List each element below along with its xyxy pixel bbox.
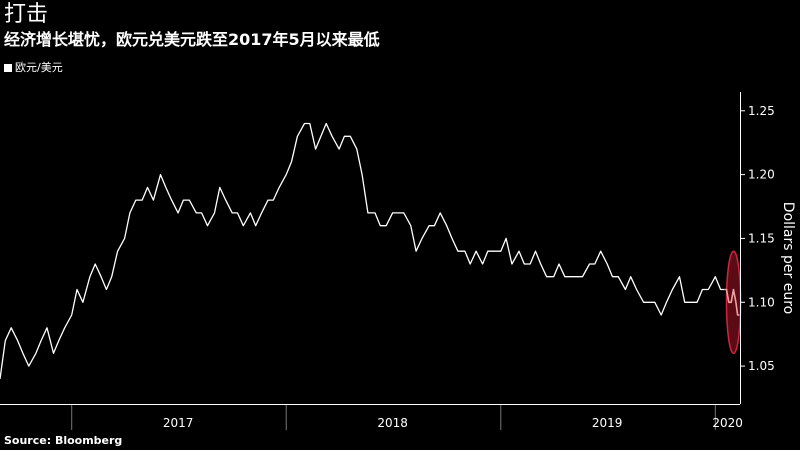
series-layer: [0, 122, 740, 379]
y-tick-label: 1.05: [748, 359, 775, 373]
y-tick-label: 1.25: [748, 104, 775, 118]
y-tick-label: 1.20: [748, 168, 775, 182]
x-tick-label: 2019: [592, 416, 623, 430]
series-line-highlight: [724, 288, 740, 316]
legend-swatch: [4, 64, 12, 72]
x-tick-label: 2018: [377, 416, 408, 430]
chart-subtitle: 经济增长堪忧，欧元兑美元跌至2017年5月以来最低: [4, 30, 380, 49]
legend-label: 欧元/美元: [15, 61, 63, 74]
chart-title: 打击: [4, 2, 49, 27]
source-note: Source: Bloomberg: [4, 434, 123, 447]
axis-layer: 1.05 1.10 1.15 1.20 1.25 Dollars per euro 2017…: [0, 92, 796, 430]
y-axis-title: Dollars per euro: [780, 202, 796, 314]
x-tick-label: 2017: [163, 416, 194, 430]
legend: 欧元/美元: [4, 61, 63, 75]
y-tick-label: 1.15: [748, 231, 775, 245]
series-line-eurusd: [0, 122, 725, 379]
y-tick-label: 1.10: [748, 295, 775, 309]
x-tick-label: 2020: [712, 416, 743, 430]
